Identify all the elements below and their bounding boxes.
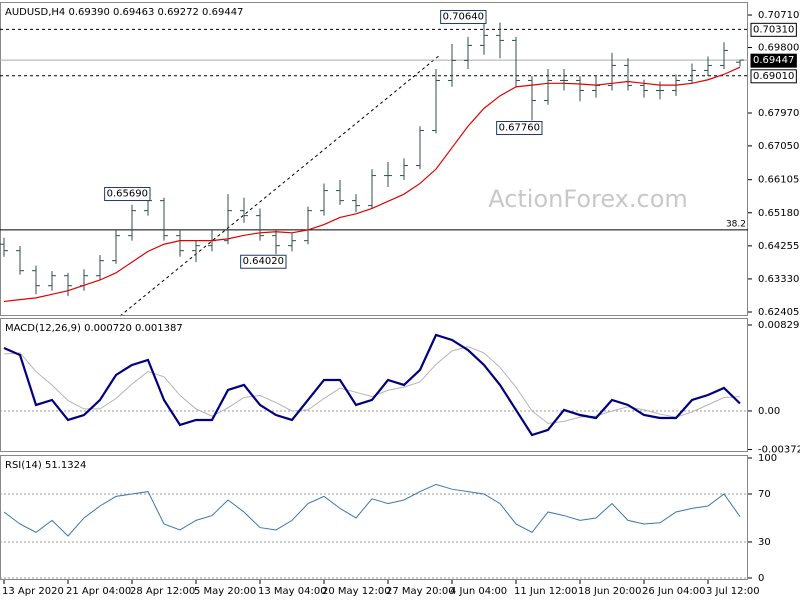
series-line — [3, 333, 741, 437]
label-box — [240, 254, 287, 269]
y-tick-label: 0.64255 — [758, 241, 799, 252]
panel-title: AUDUSD,H4 0.69390 0.69463 0.69272 0.6944… — [5, 7, 243, 18]
x-tick-label: 28 Apr 12:00 — [130, 586, 195, 597]
h-line-label: 0.69010 — [753, 71, 794, 82]
y-tick-label: 70 — [758, 489, 771, 500]
panel-frame — [0, 318, 748, 452]
y-tick-label: 0.008296 — [758, 320, 800, 331]
y-tick-label: 0.67050 — [758, 141, 799, 152]
h-line-label: 0.70310 — [753, 24, 794, 35]
panel-title: RSI(14) 51.1324 — [5, 460, 86, 471]
series-line — [3, 483, 741, 537]
x-tick-label: 27 May 20:00 — [386, 586, 455, 597]
price-label: 0.67760 — [499, 123, 540, 134]
price-label: 0.65690 — [107, 189, 148, 200]
x-tick-label: 26 Jun 04:00 — [642, 586, 706, 597]
x-tick-label: 11 Jun 12:00 — [514, 586, 578, 597]
y-tick-label: 0.62405 — [758, 307, 799, 318]
y-tick-label: 0.67970 — [758, 108, 799, 119]
x-tick-label: 21 Apr 04:00 — [66, 586, 131, 597]
panel-frame — [0, 2, 748, 316]
y-tick-label: 0.69800 — [758, 43, 799, 54]
label-box — [496, 121, 543, 136]
y-tick-label: -0.003725 — [758, 445, 800, 456]
x-tick-label: 18 Jun 20:00 — [578, 586, 642, 597]
y-tick-label: 0.65180 — [758, 208, 799, 219]
x-tick-label: 5 May 20:00 — [194, 586, 256, 597]
y-tick-label: 0.70710 — [758, 10, 799, 21]
series-line — [3, 66, 741, 303]
trend-line — [119, 54, 441, 317]
y-tick-label: 100 — [758, 453, 777, 464]
y-tick-label: 0.63330 — [758, 274, 799, 285]
y-tick-label: 0.00 — [758, 406, 780, 417]
y-tick-label: 0.66105 — [758, 175, 799, 186]
label-box — [750, 69, 797, 84]
watermark: ActionForex.com — [488, 185, 688, 213]
h-line-label: 0.69447 — [753, 55, 794, 66]
x-tick-label: 4 Jun 04:00 — [450, 586, 507, 597]
label-box — [750, 53, 797, 68]
x-tick-label: 13 May 04:00 — [258, 586, 327, 597]
x-tick-label: 13 Apr 2020 — [2, 586, 64, 597]
label-box — [104, 187, 151, 202]
label-box — [750, 22, 797, 37]
price-label: 0.64020 — [243, 256, 284, 267]
label-box — [440, 10, 487, 25]
x-tick-label: 20 May 12:00 — [322, 586, 391, 597]
fib-label: 38.2 — [726, 219, 746, 229]
panel-frame — [0, 455, 748, 580]
y-tick-label: 0 — [758, 573, 764, 584]
panel-title: MACD(12,26,9) 0.000720 0.001387 — [5, 323, 183, 334]
series-line — [3, 346, 741, 424]
x-tick-label: 3 Jul 12:00 — [706, 586, 760, 597]
y-tick-label: 30 — [758, 537, 771, 548]
price-label: 0.70640 — [443, 12, 484, 23]
